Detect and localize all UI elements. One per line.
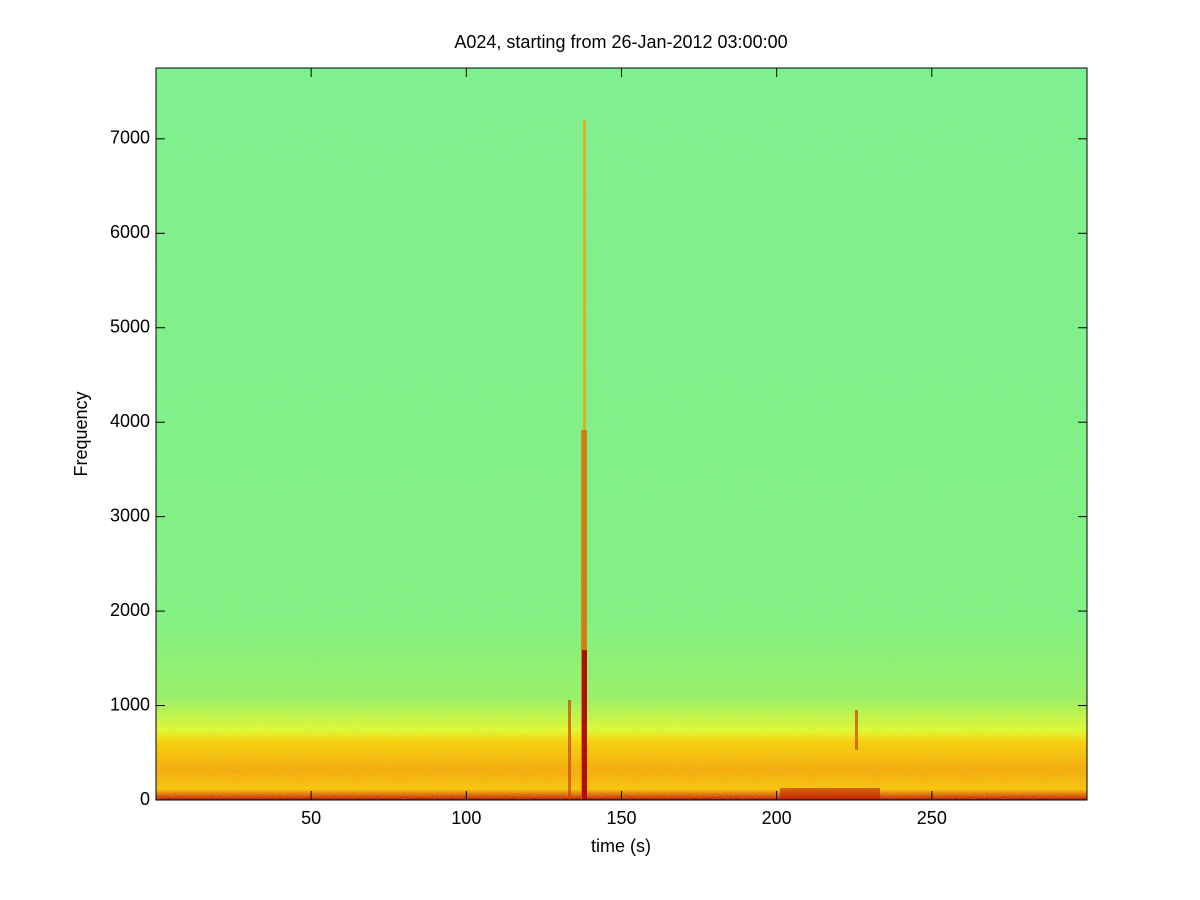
chart-title: A024, starting from 26-Jan-2012 03:00:00: [454, 32, 787, 52]
y-tick-label: 4000: [110, 411, 150, 431]
y-tick-label: 1000: [110, 694, 150, 714]
x-tick-label: 200: [762, 808, 792, 828]
x-axis-label: time (s): [591, 836, 651, 856]
x-tick-label: 150: [606, 808, 636, 828]
x-tick-label: 100: [451, 808, 481, 828]
y-tick-label: 2000: [110, 600, 150, 620]
y-tick-label: 6000: [110, 222, 150, 242]
y-tick-label: 3000: [110, 505, 150, 525]
x-tick-label: 250: [917, 808, 947, 828]
spectrogram-image: [156, 68, 1087, 800]
x-tick-label: 50: [301, 808, 321, 828]
y-tick-label: 5000: [110, 316, 150, 336]
y-tick-label: 7000: [110, 128, 150, 148]
y-axis-label: Frequency: [71, 391, 91, 476]
y-tick-label: 0: [140, 789, 150, 809]
